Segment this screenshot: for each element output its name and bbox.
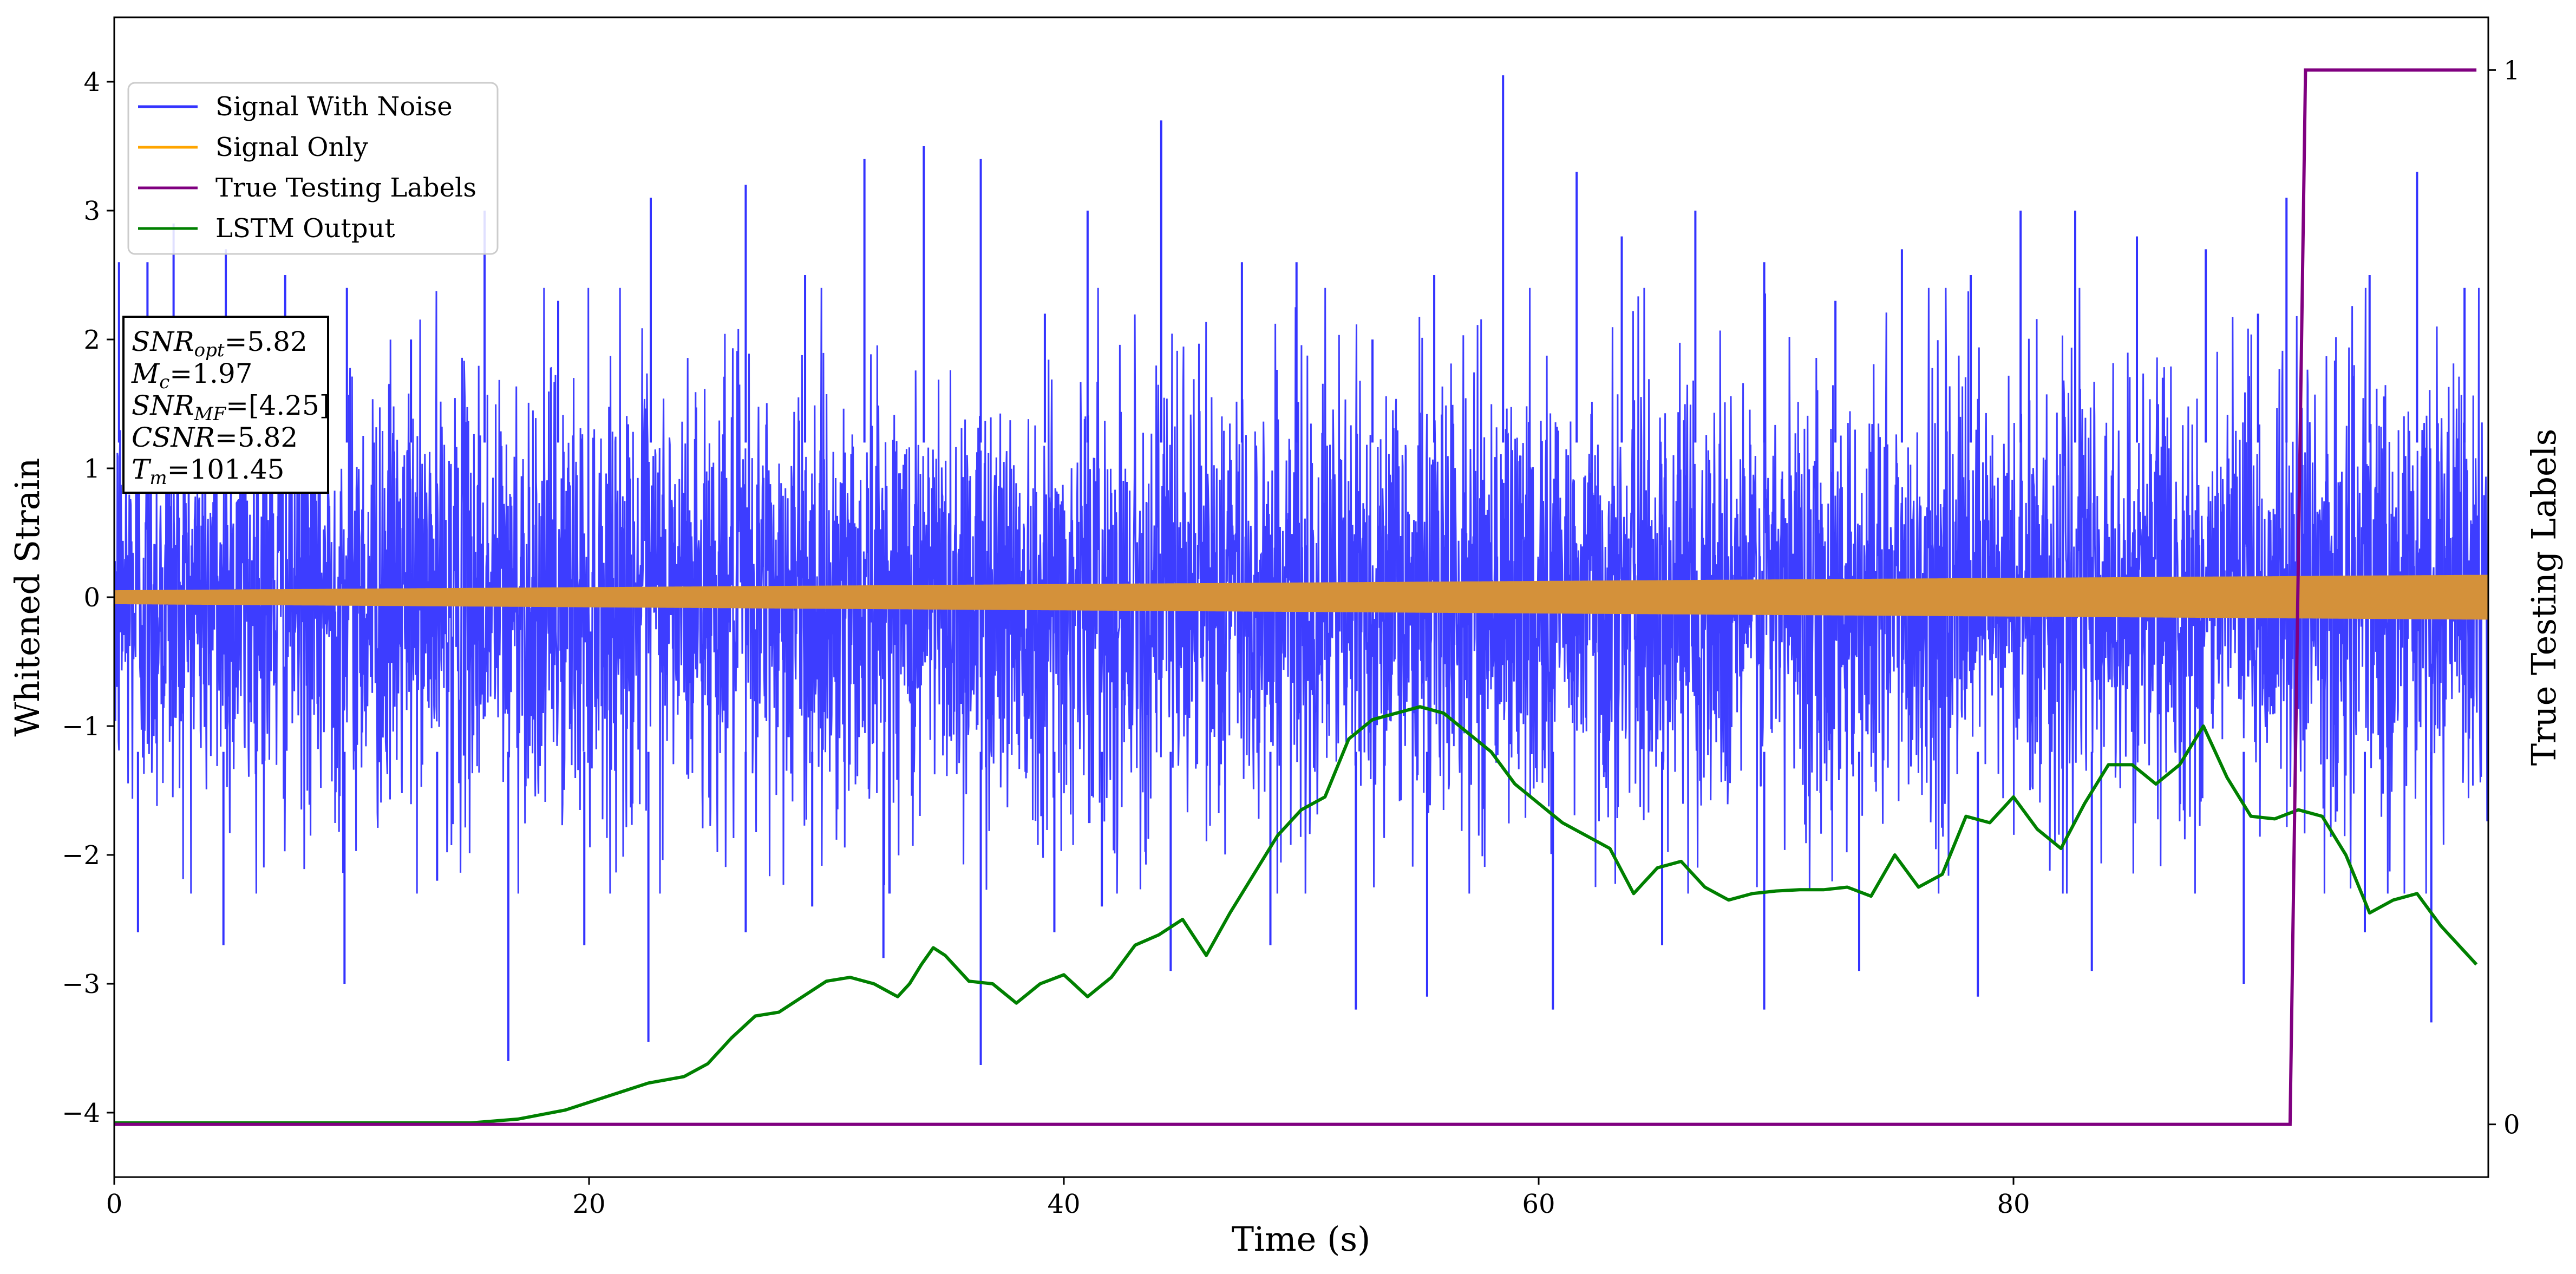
y2-tick-label-1: 1: [2503, 55, 2520, 86]
y-axis-right: 01: [2488, 55, 2520, 1140]
x-axis-label: Time (s): [1232, 1219, 1371, 1259]
x-tick-label-20: 20: [572, 1189, 605, 1219]
y2-axis-label: True Testing Labels: [2524, 429, 2564, 766]
legend: Signal With Noise Signal Only True Testi…: [127, 82, 499, 255]
plot-area: [114, 68, 2488, 1126]
y-tick-label-1: 1: [83, 454, 100, 484]
y2-tick-label-0: 0: [2503, 1110, 2520, 1140]
legend-label-signal-only: Signal Only: [215, 132, 368, 162]
x-tick-label-40: 40: [1047, 1189, 1080, 1219]
x-tick-label-60: 60: [1522, 1189, 1555, 1219]
y-tick-label-0: 0: [83, 583, 100, 613]
info-snr-mf: SNRMF=[4.25]: [132, 390, 330, 425]
series-true-testing-labels: [114, 68, 2477, 1126]
x-tick-label-80: 80: [1997, 1189, 2030, 1219]
x-axis: 0 20 40 60 80: [106, 1177, 2030, 1219]
y-tick-label--3: −3: [62, 969, 100, 999]
y-tick-label--1: −1: [62, 711, 100, 742]
y-tick-label-4: 4: [83, 67, 100, 97]
info-csnr: CSNR=5.82: [132, 422, 298, 453]
info-snr-opt: SNRopt=5.82: [132, 326, 308, 361]
y-tick-label--2: −2: [62, 840, 100, 871]
series-signal-only: [114, 574, 2488, 620]
info-mc: Mc=1.97: [131, 358, 252, 393]
legend-label-signal-with-noise: Signal With Noise: [215, 92, 453, 122]
series-lstm-output: [114, 705, 2478, 1125]
y-axis-label: Whitened Strain: [8, 458, 47, 737]
series-signal-with-noise: [114, 288, 2488, 894]
y-axis-left: −4 −3 −2 −1 0 1 2 3 4: [62, 67, 114, 1128]
legend-label-true-testing-labels: True Testing Labels: [215, 173, 476, 203]
y-tick-label--4: −4: [62, 1098, 100, 1128]
x-tick-label-0: 0: [106, 1189, 123, 1219]
legend-frame: [127, 82, 499, 255]
info-tm: Tm=101.45: [132, 454, 284, 489]
info-box: SNRopt=5.82 Mc=1.97 SNRMF=[4.25] CSNR=5.…: [122, 316, 330, 494]
info-box-frame: [122, 316, 329, 494]
y-tick-label-2: 2: [83, 325, 100, 355]
y-tick-label-3: 3: [83, 196, 100, 226]
legend-label-lstm-output: LSTM Output: [215, 213, 395, 244]
